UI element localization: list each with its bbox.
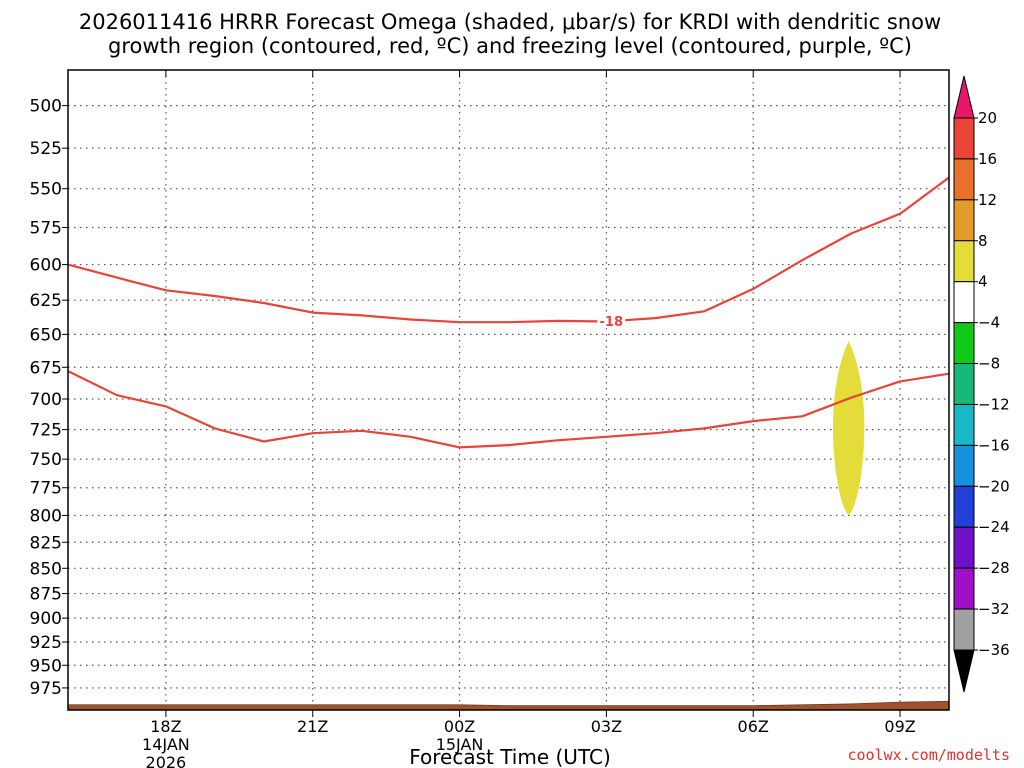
colorbar-bin xyxy=(953,403,975,446)
shaded-omega-layer xyxy=(833,341,865,516)
y-tick-label: 575 xyxy=(30,218,62,238)
plot-frame xyxy=(67,69,950,711)
contour-layer: -18 xyxy=(67,176,950,449)
colorbar-tick-label: −28 xyxy=(978,559,1010,577)
y-tick-label: 825 xyxy=(30,533,62,553)
terrain-fill xyxy=(67,700,950,711)
y-tick-label: 875 xyxy=(30,585,62,605)
colorbar-tick-label: −20 xyxy=(978,477,1010,495)
colorbar-bin xyxy=(953,444,975,487)
colorbar-bin xyxy=(953,199,975,242)
y-tick-label: 850 xyxy=(30,559,62,579)
colorbar-tick-label: 4 xyxy=(978,273,988,291)
y-tick-label: 525 xyxy=(30,139,62,159)
colorbar-bin xyxy=(953,281,975,324)
chart-title-line-2: growth region (contoured, red, ºC) and f… xyxy=(108,34,912,58)
shaded-region xyxy=(833,341,865,516)
colorbar-tick-label: −24 xyxy=(978,518,1010,536)
colorbar-bin xyxy=(953,526,975,569)
x-tick-label: 00Z xyxy=(444,717,475,736)
y-tick-label: 600 xyxy=(30,256,62,276)
x-tick-label: 09Z xyxy=(884,717,915,736)
x-tick-label: 2026 xyxy=(146,753,187,768)
x-tick-label: 15JAN xyxy=(436,735,484,754)
y-tick-label: 925 xyxy=(30,633,62,653)
chart-title-line-1: 2026011416 HRRR Forecast Omega (shaded, … xyxy=(79,10,941,34)
colorbar-bin xyxy=(953,363,975,405)
y-tick-label: 550 xyxy=(30,180,62,200)
grid-layer xyxy=(68,70,949,710)
colorbar-tick-label: −4 xyxy=(978,314,1000,332)
x-tick-label: 14JAN xyxy=(142,735,190,754)
y-tick-label: 650 xyxy=(30,325,62,345)
y-axis: 500 525 550 575 600 625 650 675 700 725 750 775 800 8… xyxy=(30,97,68,699)
y-tick-label: 625 xyxy=(30,291,62,311)
colorbar-tick-label: −36 xyxy=(978,641,1010,659)
x-tick-label: 18Z xyxy=(150,717,181,736)
y-tick-label: 800 xyxy=(30,506,62,526)
colorbar-bottom-arrow xyxy=(953,649,975,693)
x-tick-label: 03Z xyxy=(591,717,622,736)
y-tick-label: 675 xyxy=(30,358,62,378)
y-tick-label: 725 xyxy=(30,421,62,441)
credit-link[interactable]: coolwx.com/modelts xyxy=(847,746,1010,764)
colorbar-bin xyxy=(953,608,975,651)
y-tick-label: 750 xyxy=(30,450,62,470)
colorbar-bin xyxy=(953,158,975,201)
y-tick-label: 700 xyxy=(30,390,62,410)
colorbar-tick-label: 20 xyxy=(978,109,997,127)
colorbar-bin xyxy=(953,240,975,283)
colorbar-tick-label: −12 xyxy=(978,395,1010,413)
y-tick-label: 950 xyxy=(30,656,62,676)
terrain-layer xyxy=(67,700,950,711)
colorbar-tick-label: 16 xyxy=(978,150,997,168)
colorbar-tick-label: −8 xyxy=(978,355,1000,373)
colorbar-bin xyxy=(953,117,975,160)
colorbar-top-arrow xyxy=(953,75,975,119)
colorbar: 20 16 12 8 4 −4 −8 −12 −16 −20 −24 −28 −32 −36 xyxy=(953,75,1010,693)
colorbar-tick-label: −16 xyxy=(978,436,1010,454)
colorbar-bin xyxy=(953,567,975,610)
contour-line xyxy=(67,176,950,324)
y-tick-label: 500 xyxy=(30,97,62,117)
colorbar-bin xyxy=(953,322,975,365)
x-axis-label: Forecast Time (UTC) xyxy=(409,745,611,768)
colorbar-tick-label: 8 xyxy=(978,232,988,250)
contour-label-bg xyxy=(597,313,626,329)
colorbar-bin xyxy=(953,485,975,528)
colorbar-tick-label: −32 xyxy=(978,600,1010,618)
x-tick-label: 06Z xyxy=(738,717,769,736)
x-tick-label: 21Z xyxy=(297,717,328,736)
y-tick-label: 975 xyxy=(30,679,62,699)
y-tick-label: 775 xyxy=(30,479,62,499)
colorbar-tick-label: 12 xyxy=(978,191,997,209)
y-tick-label: 900 xyxy=(30,609,62,629)
contour-line xyxy=(67,370,950,449)
contour-label: -18 xyxy=(600,315,624,330)
